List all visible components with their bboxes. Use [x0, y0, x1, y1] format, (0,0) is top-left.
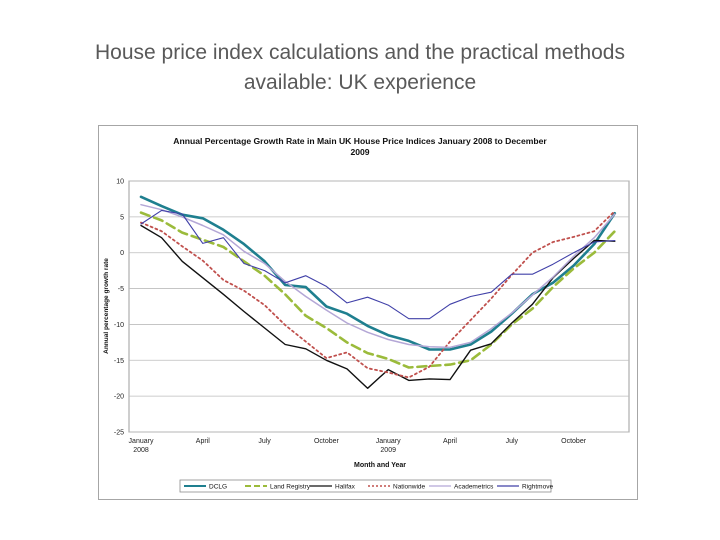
gridlines: [129, 180, 629, 433]
legend-label-halifax: Halifax: [335, 484, 356, 491]
x-axis-label: Month and Year: [354, 462, 406, 469]
y-tick-label: 10: [116, 179, 124, 186]
y-tick-label: 5: [120, 214, 124, 221]
y-tick-label: -20: [114, 394, 124, 401]
line-chart: Annual Percentage Growth Rate in Main UK…: [98, 125, 638, 500]
x-tick-label: January: [376, 438, 401, 445]
legend-label-rightmove: Rightmove: [522, 484, 553, 491]
legend-box: [179, 479, 552, 493]
chart-title-line-2: 2009: [350, 147, 369, 157]
x-tick-label: October: [561, 438, 587, 445]
y-axis-label: Annual percentage growth rate: [103, 258, 110, 354]
series-lines: [139, 195, 617, 389]
slide-title: House price index calculations and the p…: [40, 38, 680, 98]
x-tick-label: January: [129, 438, 154, 445]
y-tick-label: -5: [118, 286, 124, 293]
y-tick-label: -25: [114, 430, 124, 437]
legend: DCLG Land Registry Halifax Nationwide Academ…: [179, 479, 553, 493]
series-line-land-registry: [139, 211, 617, 369]
x-tick-label: April: [443, 438, 457, 445]
legend-label-academetrics: Academetrics: [454, 484, 494, 491]
y-tick-label: 0: [120, 250, 124, 257]
legend-label-nationwide: Nationwide: [393, 484, 426, 491]
series-line-rightmove: [140, 209, 616, 320]
x-tick-label: July: [506, 438, 519, 445]
chart-container: Annual Percentage Growth Rate in Main UK…: [98, 125, 638, 500]
x-axis-ticks: January 2008 April July October January 2009 Ap…: [129, 438, 587, 454]
series-line-academetrics: [140, 203, 616, 349]
x-tick-label: October: [314, 438, 340, 445]
series-line-nationwide: [140, 210, 616, 379]
y-tick-label: -10: [114, 322, 124, 329]
legend-label-dclg: DCLG: [209, 484, 227, 491]
slide-title-line-1: House price index calculations and the p…: [95, 41, 625, 64]
x-tick-label: April: [196, 438, 210, 445]
y-tick-label: -15: [114, 358, 124, 365]
x-tick-label: 2008: [133, 447, 149, 454]
x-tick-label: 2009: [380, 447, 396, 454]
slide-title-line-2: available: UK experience: [243, 71, 477, 94]
y-axis-ticks: 10 5 0 -5 -10 -15 -20 -25: [114, 179, 124, 437]
x-tick-label: July: [258, 438, 271, 445]
series-line-halifax: [140, 224, 616, 389]
chart-title-line-1: Annual Percentage Growth Rate in Main UK…: [173, 136, 547, 146]
legend-label-land-registry: Land Registry: [270, 484, 311, 491]
